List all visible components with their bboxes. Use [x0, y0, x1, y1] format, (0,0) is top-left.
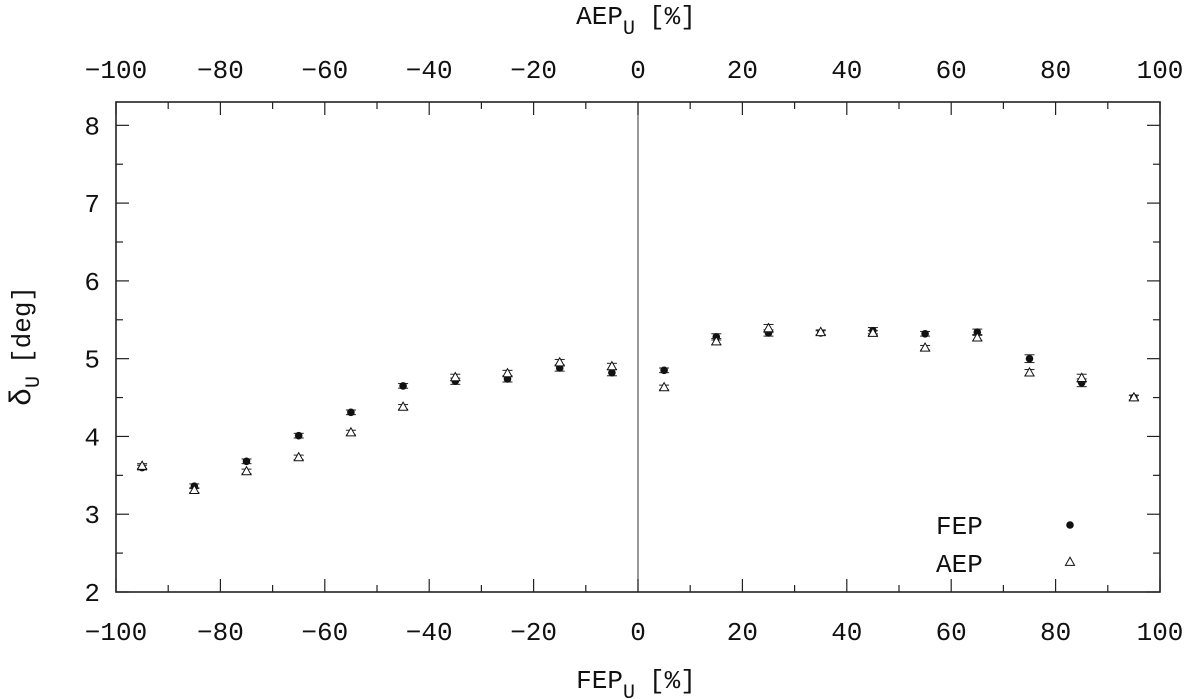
y-axis-title-subscript: U: [23, 376, 46, 388]
legend-marker-aep: [1064, 556, 1076, 566]
legend: FEP AEP: [936, 512, 1076, 580]
data-point-aep: [1128, 391, 1140, 402]
y-tick-label: 5: [84, 346, 100, 376]
legend-label-fep: FEP: [936, 512, 983, 542]
data-point-aep: [867, 327, 879, 337]
data-point-aep: [658, 381, 670, 392]
data-point-fep: [347, 408, 355, 417]
y-tick-label: 8: [84, 112, 100, 142]
data-point-aep: [815, 326, 827, 337]
data-point-fep: [1025, 354, 1034, 363]
data-point-fep: [921, 329, 929, 338]
top-tick-label: 40: [831, 56, 862, 86]
y-tick-label: 4: [84, 423, 100, 453]
plot-frame: [115, 101, 1161, 593]
y-tick-label: 3: [84, 501, 100, 531]
data-point-aep: [293, 451, 305, 462]
top-axis-title-subscript: U: [623, 18, 635, 41]
top-tick-label: 100: [1137, 56, 1184, 86]
data-point-aep: [763, 322, 774, 333]
data-point-aep: [1076, 372, 1088, 382]
data-point-aep: [554, 356, 566, 367]
series-aep: [136, 322, 1140, 494]
data-point-fep: [399, 382, 407, 390]
top-tick-label: 20: [727, 56, 758, 86]
x-tick-label: 100: [1137, 618, 1184, 648]
y-tick-label: 2: [84, 579, 100, 609]
x-tick-label: 0: [630, 618, 646, 648]
top-tick-label: −80: [197, 56, 244, 86]
tick-labels: −100 −100 −80 −80 −60 −60 −40 −40 −20 −20 0 0 20 20 40…: [84, 56, 1183, 648]
x-tick-label: −100: [85, 618, 147, 648]
data-point-aep: [345, 426, 357, 437]
data-point-aep: [136, 460, 148, 470]
data-point-aep: [502, 367, 513, 378]
x-axis-title: FEPU [%]: [576, 666, 696, 699]
y-axis-title: δU [deg]: [6, 286, 46, 406]
data-point-aep: [241, 465, 252, 476]
x-tick-label: 40: [831, 618, 862, 648]
x-tick-label: 80: [1040, 618, 1071, 648]
data-point-aep: [449, 371, 461, 382]
y-tick-label: 6: [84, 268, 100, 298]
axis-ticks: [115, 102, 1161, 593]
top-tick-label: 60: [936, 56, 967, 86]
x-tick-label: 20: [727, 618, 758, 648]
x-tick-label: −80: [197, 618, 244, 648]
data-point-aep: [397, 401, 409, 411]
x-tick-label: 60: [936, 618, 967, 648]
top-tick-label: 0: [630, 56, 646, 86]
x-axis-title-unit: [%]: [649, 666, 696, 696]
data-point-aep: [606, 360, 618, 371]
legend-marker-fep: [1066, 521, 1074, 529]
x-tick-label: −40: [406, 618, 453, 648]
data-point-fep: [660, 366, 668, 375]
top-axis-title-main: AEP: [576, 2, 623, 32]
y-axis-title-main: δ: [6, 388, 40, 406]
top-tick-label: −60: [301, 56, 348, 86]
data-point-aep: [1024, 366, 1035, 377]
top-axis-title: AEPU [%]: [576, 2, 696, 41]
data-series: [136, 322, 1140, 494]
data-point-fep: [242, 457, 251, 466]
y-tick-label: 7: [84, 190, 100, 220]
top-tick-label: −20: [510, 56, 557, 86]
top-axis-title-unit: [%]: [649, 2, 696, 32]
x-tick-label: −60: [301, 618, 348, 648]
x-axis-title-main: FEP: [576, 666, 623, 696]
x-tick-label: −20: [510, 618, 557, 648]
data-point-aep: [188, 484, 200, 494]
y-axis-title-unit: [deg]: [8, 286, 38, 364]
data-point-aep: [971, 331, 983, 342]
data-point-aep: [710, 335, 722, 346]
data-point-fep: [608, 368, 616, 377]
top-tick-label: −100: [85, 56, 147, 86]
data-point-aep: [919, 341, 931, 352]
x-axis-title-subscript: U: [623, 682, 635, 699]
legend-label-aep: AEP: [936, 550, 983, 580]
top-tick-label: −40: [406, 56, 453, 86]
data-point-fep: [294, 431, 303, 440]
top-tick-label: 80: [1040, 56, 1071, 86]
